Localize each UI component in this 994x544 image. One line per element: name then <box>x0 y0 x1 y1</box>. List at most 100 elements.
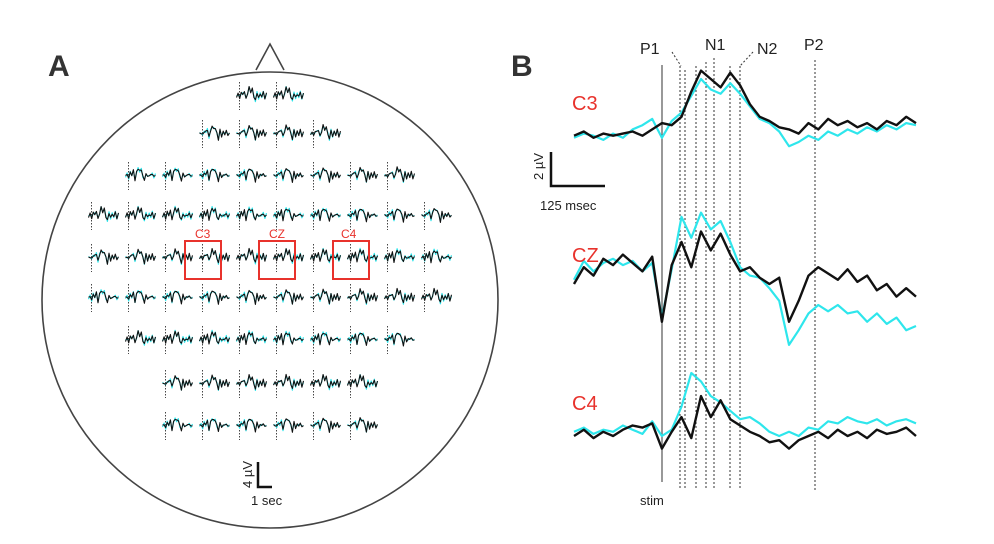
electrode-trace-black <box>199 125 230 141</box>
electrode-trace-black <box>347 288 379 304</box>
electrode-trace-black <box>125 248 157 265</box>
head-outline <box>41 71 499 529</box>
electrode-trace-black <box>384 166 416 182</box>
cz-box-label: CZ <box>269 227 285 241</box>
electrode-trace-black <box>273 418 304 433</box>
electrode-trace-black <box>309 373 342 389</box>
electrode-trace-black <box>347 166 379 183</box>
electrode-trace-black <box>236 124 268 141</box>
electrode-trace-black <box>309 248 342 262</box>
electrode-trace-black <box>310 332 341 346</box>
leader-n2 <box>739 51 754 67</box>
trace-label-c3: C3 <box>572 93 598 115</box>
scalebar-a-y-label: 4 µV <box>240 461 255 488</box>
electrode-trace-black <box>236 168 267 183</box>
electrode-trace-black <box>347 333 378 346</box>
electrode-trace-black <box>125 168 156 182</box>
electrode-trace-black <box>236 332 267 346</box>
electrode-trace-black <box>162 290 193 305</box>
c4-highlight-box <box>332 240 370 280</box>
electrode-trace-black <box>198 331 231 345</box>
electrode-trace-black <box>199 207 230 221</box>
trace-cz-cyan <box>573 211 917 346</box>
electrode-trace-black <box>273 373 305 389</box>
panel-b-letter: B <box>511 50 533 83</box>
electrode-trace-black <box>384 208 415 223</box>
panel-b: B P1 N1 N2 P2 stim C3 CZ C4 2 µV 125 mse… <box>511 37 917 508</box>
electrode-trace-black <box>236 289 267 305</box>
electrode-trace-black <box>272 86 305 100</box>
electrode-trace-black <box>273 168 304 183</box>
cz-highlight-box <box>258 240 296 280</box>
marker-label-p1: P1 <box>640 41 660 58</box>
marker-label-p2: P2 <box>804 37 824 54</box>
electrode-trace-black <box>199 168 230 183</box>
stim-label: stim <box>640 493 664 508</box>
leader-p1 <box>671 51 682 67</box>
electrode-trace-black <box>236 208 267 222</box>
electrode-trace-black <box>124 206 157 220</box>
electrode-trace-black <box>421 250 452 264</box>
electrode-trace-black <box>346 249 379 263</box>
electrode-trace-black <box>161 207 194 221</box>
electrode-trace-black <box>384 332 415 347</box>
scalebar-a-x-label: 1 sec <box>251 493 283 508</box>
electrode-trace-black <box>199 290 230 305</box>
electrode-trace-black <box>420 287 453 303</box>
c3-highlight-box <box>184 240 222 280</box>
marker-label-n1: N1 <box>705 37 726 54</box>
electrode-trace-black <box>88 249 119 265</box>
panel-a-scalebar: 4 µV 1 sec <box>240 461 283 508</box>
highlight-boxes: C3 CZ C4 <box>184 227 370 280</box>
trace-c3-black <box>573 69 917 139</box>
electrode-trace-black <box>346 374 379 388</box>
electrode-trace-black <box>199 419 230 433</box>
electrode-trace-black <box>310 209 341 222</box>
electrode-trace-black <box>162 375 194 391</box>
electrode-trace-black <box>421 208 452 223</box>
electrode-trace-black <box>125 291 156 304</box>
electrode-trace-black <box>273 124 305 141</box>
electrode-trace-black <box>236 418 267 433</box>
electrode-trace-black <box>310 288 342 305</box>
trace-c4-black <box>573 394 917 450</box>
trace-label-c4: C4 <box>572 393 598 415</box>
panel-b-scalebar: 2 µV 125 msec <box>531 152 605 213</box>
trace-cz-black <box>572 230 917 323</box>
scalebar-b-x-label: 125 msec <box>540 198 597 213</box>
electrode-trace-black <box>199 247 231 264</box>
electrode-trace-black <box>347 208 378 223</box>
topographic-traces <box>87 82 453 440</box>
trace-c3-cyan <box>573 77 917 148</box>
electrode-trace-black <box>162 418 193 432</box>
panel-a-letter: A <box>48 50 70 83</box>
trace-c4-cyan <box>573 371 917 438</box>
electrode-trace-black <box>235 85 268 101</box>
electrode-trace-black <box>273 332 304 346</box>
electrode-trace-black <box>124 330 157 345</box>
electrode-trace-black <box>384 249 415 264</box>
electrode-trace-black <box>273 289 304 305</box>
electrode-trace-black <box>310 167 341 183</box>
electrode-trace-black <box>236 374 268 390</box>
electrode-trace-black <box>199 374 231 391</box>
electrode-trace-black <box>162 169 193 182</box>
erp-traces <box>572 69 917 450</box>
scalebar-b-y-label: 2 µV <box>531 153 546 180</box>
electrode-trace-black <box>347 417 379 433</box>
panel-a: A C3 CZ C4 4 µV 1 sec <box>41 42 499 529</box>
electrode-trace-black <box>87 206 120 221</box>
marker-label-n2: N2 <box>757 41 778 58</box>
electrode-trace-black <box>310 417 341 433</box>
trace-label-cz: CZ <box>572 245 599 267</box>
electrode-trace-black <box>272 248 305 263</box>
electrode-trace-black <box>310 123 342 140</box>
c3-box-label: C3 <box>195 227 211 241</box>
c4-box-label: C4 <box>341 227 357 241</box>
nose-marker <box>255 42 285 71</box>
scalebar-a-lines <box>256 462 272 489</box>
electrode-trace-black <box>273 208 304 222</box>
electrode-trace-black <box>161 330 194 344</box>
electrode-trace-black <box>162 248 194 264</box>
